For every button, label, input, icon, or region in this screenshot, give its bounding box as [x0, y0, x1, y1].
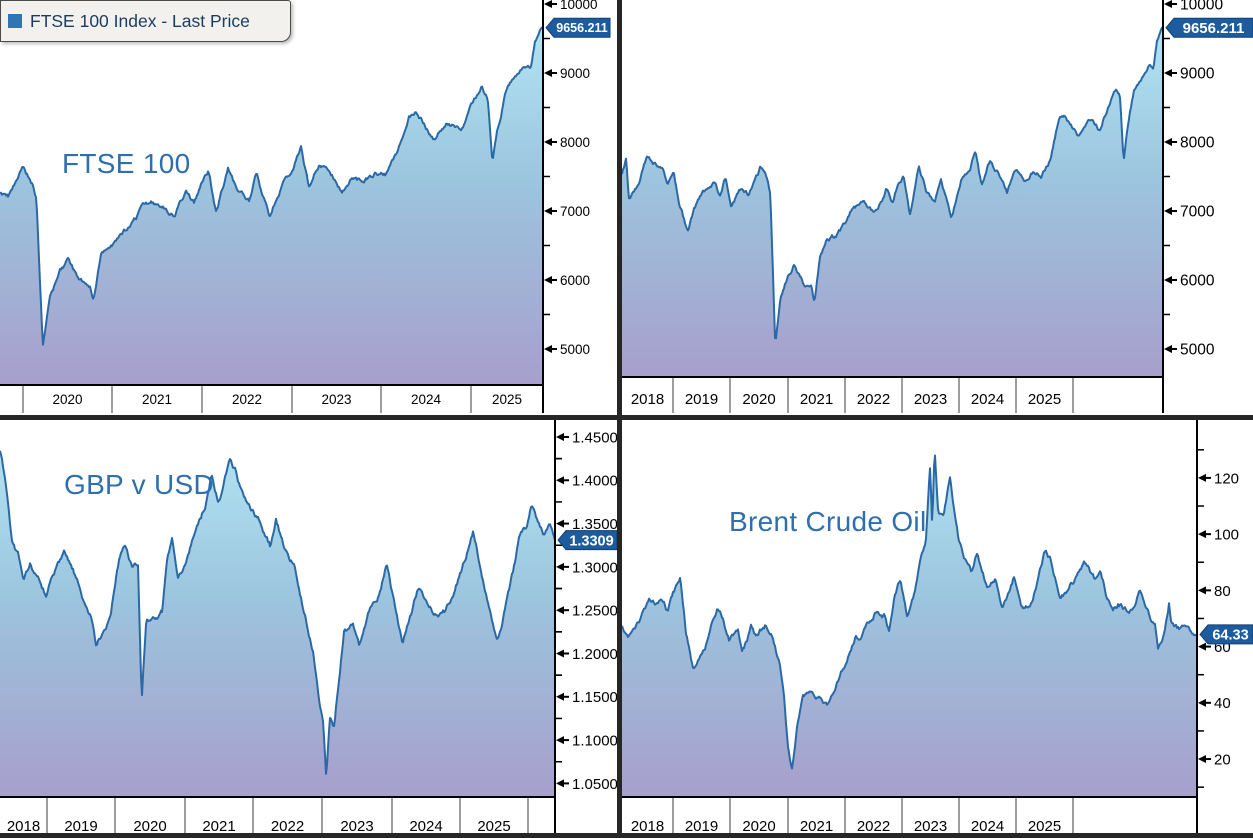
svg-text:20: 20 [1214, 751, 1231, 768]
svg-text:6000: 6000 [1180, 273, 1215, 290]
svg-text:2024: 2024 [411, 392, 442, 407]
chart-title-ftse-100: FTSE 100 [62, 148, 191, 179]
svg-text:2020: 2020 [742, 818, 775, 835]
brent-crude-chart[interactable]: 2018 2019 2020 2021 2022 2023 2024 2025 120 100 80… [622, 420, 1253, 838]
svg-text:9656.211: 9656.211 [1183, 20, 1245, 37]
legend-series-marker-icon [8, 14, 22, 28]
gbp-usd-chart[interactable]: 2018 2019 2020 2021 2022 2023 2024 2025 1.4500 1.… [0, 420, 617, 838]
svg-text:9000: 9000 [560, 66, 590, 81]
panel-gbp-usd: 2018 2019 2020 2021 2022 2023 2024 2025 1.4500 1.… [0, 420, 617, 838]
svg-text:2018: 2018 [631, 818, 664, 835]
svg-text:2023: 2023 [914, 818, 947, 835]
chart-title-brent-crude: Brent Crude Oil [729, 506, 927, 537]
svg-text:10000: 10000 [560, 0, 598, 12]
svg-text:2025: 2025 [492, 392, 522, 407]
svg-text:2018: 2018 [631, 391, 664, 408]
legend[interactable]: FTSE 100 Index - Last Price [0, 0, 291, 42]
svg-text:1.2500: 1.2500 [572, 603, 617, 620]
svg-text:5000: 5000 [1180, 342, 1215, 359]
svg-text:2018: 2018 [7, 818, 40, 835]
svg-text:1.3309: 1.3309 [569, 533, 613, 549]
svg-text:2024: 2024 [409, 818, 442, 835]
svg-text:2024: 2024 [971, 391, 1004, 408]
svg-text:64.33: 64.33 [1212, 628, 1248, 644]
svg-text:2023: 2023 [914, 391, 947, 408]
legend-series-label: FTSE 100 Index - Last Price [30, 10, 250, 31]
svg-text:2022: 2022 [271, 818, 304, 835]
svg-text:2023: 2023 [321, 392, 351, 407]
svg-text:6000: 6000 [560, 273, 590, 288]
svg-text:2021: 2021 [800, 818, 833, 835]
svg-text:2019: 2019 [685, 391, 718, 408]
svg-text:2020: 2020 [742, 391, 775, 408]
svg-text:1.1500: 1.1500 [572, 689, 617, 706]
svg-text:2021: 2021 [142, 392, 172, 407]
chart-title-gbp-usd: GBP v USD [64, 469, 215, 500]
svg-text:5000: 5000 [560, 342, 590, 357]
svg-text:9000: 9000 [1180, 66, 1215, 83]
svg-text:2020: 2020 [52, 392, 82, 407]
panel-brent-crude: 2018 2019 2020 2021 2022 2023 2024 2025 120 100 80… [622, 420, 1253, 838]
panel-ftse-100-cropped: 2020 2021 2022 2023 2024 2025 10000 9000 8000 700… [0, 0, 617, 415]
svg-text:2019: 2019 [64, 818, 97, 835]
svg-text:8000: 8000 [1180, 135, 1215, 152]
svg-text:2025: 2025 [1028, 818, 1061, 835]
svg-text:2022: 2022 [232, 392, 262, 407]
bottom-edge-strip [0, 833, 1253, 838]
svg-text:1.3500: 1.3500 [572, 516, 617, 533]
svg-text:100: 100 [1214, 527, 1239, 544]
horizontal-panel-divider [0, 415, 1253, 420]
svg-text:7000: 7000 [1180, 204, 1215, 221]
svg-text:2019: 2019 [685, 818, 718, 835]
svg-text:2022: 2022 [857, 391, 890, 408]
svg-text:1.1000: 1.1000 [572, 732, 617, 749]
svg-text:8000: 8000 [560, 135, 590, 150]
svg-text:2025: 2025 [477, 818, 510, 835]
svg-text:1.3000: 1.3000 [572, 559, 617, 576]
svg-text:9656.211: 9656.211 [556, 21, 607, 35]
svg-text:40: 40 [1214, 695, 1231, 712]
panel-ftse-100-full: 2018 2019 2020 2021 2022 2023 2024 2025 10000 900… [622, 0, 1253, 415]
svg-text:2025: 2025 [1028, 391, 1061, 408]
svg-text:2021: 2021 [202, 818, 235, 835]
svg-text:1.4000: 1.4000 [572, 473, 617, 490]
svg-text:2022: 2022 [857, 818, 890, 835]
svg-text:2020: 2020 [133, 818, 166, 835]
svg-text:10000: 10000 [1180, 0, 1223, 14]
svg-text:2021: 2021 [800, 391, 833, 408]
svg-text:120: 120 [1214, 470, 1239, 487]
svg-text:1.0500: 1.0500 [572, 776, 617, 793]
svg-text:80: 80 [1214, 583, 1231, 600]
svg-text:1.2000: 1.2000 [572, 646, 617, 663]
svg-text:2024: 2024 [971, 818, 1004, 835]
ftse-100-cropped-chart[interactable]: 2020 2021 2022 2023 2024 2025 10000 9000 8000 700… [0, 0, 617, 415]
svg-text:7000: 7000 [560, 204, 590, 219]
svg-text:2023: 2023 [340, 818, 373, 835]
svg-text:1.4500: 1.4500 [572, 429, 617, 446]
ftse-100-full-chart[interactable]: 2018 2019 2020 2021 2022 2023 2024 2025 10000 900… [622, 0, 1253, 415]
